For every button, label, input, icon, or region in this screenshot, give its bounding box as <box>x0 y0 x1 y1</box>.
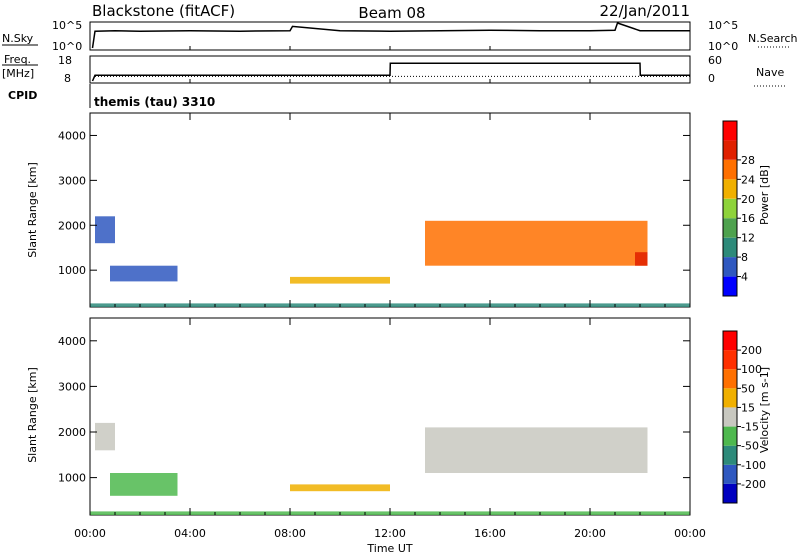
y-tick-label-2: 3000 <box>58 174 86 187</box>
x-tick-label-1: 04:00 <box>174 527 206 540</box>
x-tick-label-3: 12:00 <box>374 527 406 540</box>
x-tick-label-6: 00:00 <box>674 527 706 540</box>
colorbar-swatch-3 <box>723 426 737 446</box>
colorbar-swatch-1 <box>723 464 737 484</box>
data-region-1 <box>95 422 115 451</box>
station-title: Blackstone (fitACF) <box>92 2 235 20</box>
colorbar-tick-label-0: 4 <box>741 271 748 284</box>
colorbar-tick-label-5: 24 <box>741 173 755 186</box>
nave-tick-top: 60 <box>708 54 722 67</box>
y-tick-label-2: 3000 <box>58 380 86 393</box>
y-tick-label-3: 4000 <box>58 335 86 348</box>
colorbar-swatch-0 <box>723 276 737 296</box>
power-colorbar: 4 8 12 16 20 24 28 <box>722 120 755 297</box>
y-tick-label-0: 1000 <box>58 264 86 277</box>
colorbar-swatch-2 <box>723 445 737 465</box>
data-region-4 <box>425 220 648 266</box>
x-tick-label-4: 16:00 <box>474 527 506 540</box>
colorbar-tick-label-3: 16 <box>741 212 755 225</box>
x-tick-label-0: 00:00 <box>74 527 106 540</box>
date-label: 22/Jan/2011 <box>600 2 691 20</box>
power-ylabel: Slant Range [km] <box>26 162 39 258</box>
nsky-series-line <box>91 22 690 49</box>
colorbar-swatch-8 <box>723 331 737 351</box>
colorbar-swatch-4 <box>723 198 737 219</box>
colorbar-swatch-8 <box>723 121 737 141</box>
data-region-4 <box>425 427 648 473</box>
cpid-label: CPID <box>8 89 37 102</box>
beam-label: Beam 08 <box>358 4 425 22</box>
velocity-colorbar: -200 -100 -50 -15 15 50 100 200 <box>722 330 766 504</box>
colorbar-tick-label-6: 100 <box>741 363 762 376</box>
colorbar-swatch-1 <box>723 257 737 277</box>
nsearch-label: N.Search <box>748 32 798 45</box>
noise-panel: N.Sky 10^5 10^0 10^5 10^0 N.Search <box>2 19 798 53</box>
data-region-5 <box>635 252 648 266</box>
power-data-regions <box>90 216 690 307</box>
colorbar-swatch-7 <box>723 140 737 160</box>
nave-tick-bottom: 0 <box>708 72 715 85</box>
freq-unit-label: [MHz] <box>2 67 34 80</box>
nsearch-tick-top: 10^5 <box>708 19 738 32</box>
cpid-value: themis (tau) 3310 <box>94 95 215 109</box>
power-panel: 1000 2000 3000 4000 Slant Range [km] 4 8 12 16… <box>26 112 771 308</box>
colorbar-tick-label-6: 28 <box>741 154 755 167</box>
x-tick-label-2: 08:00 <box>274 527 306 540</box>
data-region-3 <box>290 484 390 492</box>
velocity-y-ticks: 1000 2000 3000 4000 <box>58 335 690 485</box>
colorbar-tick-label-1: 8 <box>741 251 748 264</box>
nave-label: Nave <box>756 66 784 79</box>
nsky-tick-top: 10^5 <box>52 19 82 32</box>
colorbar-frame <box>722 330 738 504</box>
colorbar-tick-label-5: 50 <box>741 382 755 395</box>
data-region-2 <box>110 265 178 282</box>
colorbar-tick-label-3: -15 <box>741 421 759 434</box>
data-region-1 <box>95 216 115 244</box>
velocity-ylabel: Slant Range [km] <box>26 367 39 463</box>
freq-panel: Freq. [MHz] 18 8 60 0 Nave <box>2 53 786 87</box>
colorbar-swatch-0 <box>723 483 737 503</box>
x-axis-label: Time UT <box>366 542 412 554</box>
colorbar-tick-label-1: -100 <box>741 459 766 472</box>
freq-series-line <box>91 62 690 82</box>
data-region-2 <box>110 473 178 496</box>
freq-tick-top: 18 <box>58 54 72 67</box>
y-tick-label-1: 2000 <box>58 219 86 232</box>
velocity-data-regions <box>90 422 690 515</box>
x-axis: 00:00 04:00 08:00 12:00 16:00 20:00 00:00 <box>74 46 706 540</box>
colorbar-frame <box>722 120 738 297</box>
nsearch-tick-bottom: 10^0 <box>708 40 738 53</box>
colorbar-tick-label-4: 15 <box>741 401 755 414</box>
velocity-panel: 1000 2000 3000 4000 Slant Range [km] -200 -1… <box>26 317 771 516</box>
y-tick-label-1: 2000 <box>58 426 86 439</box>
colorbar-swatch-6 <box>723 159 737 180</box>
power-colorbar-label: Power [dB] <box>758 165 771 225</box>
colorbar-swatch-5 <box>723 388 737 408</box>
nsky-tick-bottom: 10^0 <box>52 40 82 53</box>
freq-tick-bottom: 8 <box>64 72 71 85</box>
x-tick-label-5: 20:00 <box>574 527 606 540</box>
y-tick-label-0: 1000 <box>58 472 86 485</box>
colorbar-swatch-5 <box>723 179 737 199</box>
colorbar-tick-label-7: 200 <box>741 344 762 357</box>
y-tick-label-3: 4000 <box>58 129 86 142</box>
colorbar-swatch-7 <box>723 350 737 370</box>
colorbar-swatch-2 <box>723 237 737 258</box>
colorbar-tick-label-0: -200 <box>741 478 766 491</box>
colorbar-swatch-6 <box>723 369 737 389</box>
velocity-colorbar-label: Velocity [m s-1] <box>758 367 771 453</box>
colorbar-tick-label-2: -50 <box>741 440 759 453</box>
freq-label: Freq. <box>4 53 31 66</box>
power-y-ticks: 1000 2000 3000 4000 <box>58 129 690 277</box>
colorbar-tick-label-4: 20 <box>741 193 755 206</box>
colorbar-swatch-4 <box>723 407 737 427</box>
data-region-3 <box>290 276 390 284</box>
nsky-label: N.Sky <box>2 32 34 45</box>
colorbar-swatch-3 <box>723 218 737 238</box>
colorbar-tick-label-2: 12 <box>741 232 755 245</box>
